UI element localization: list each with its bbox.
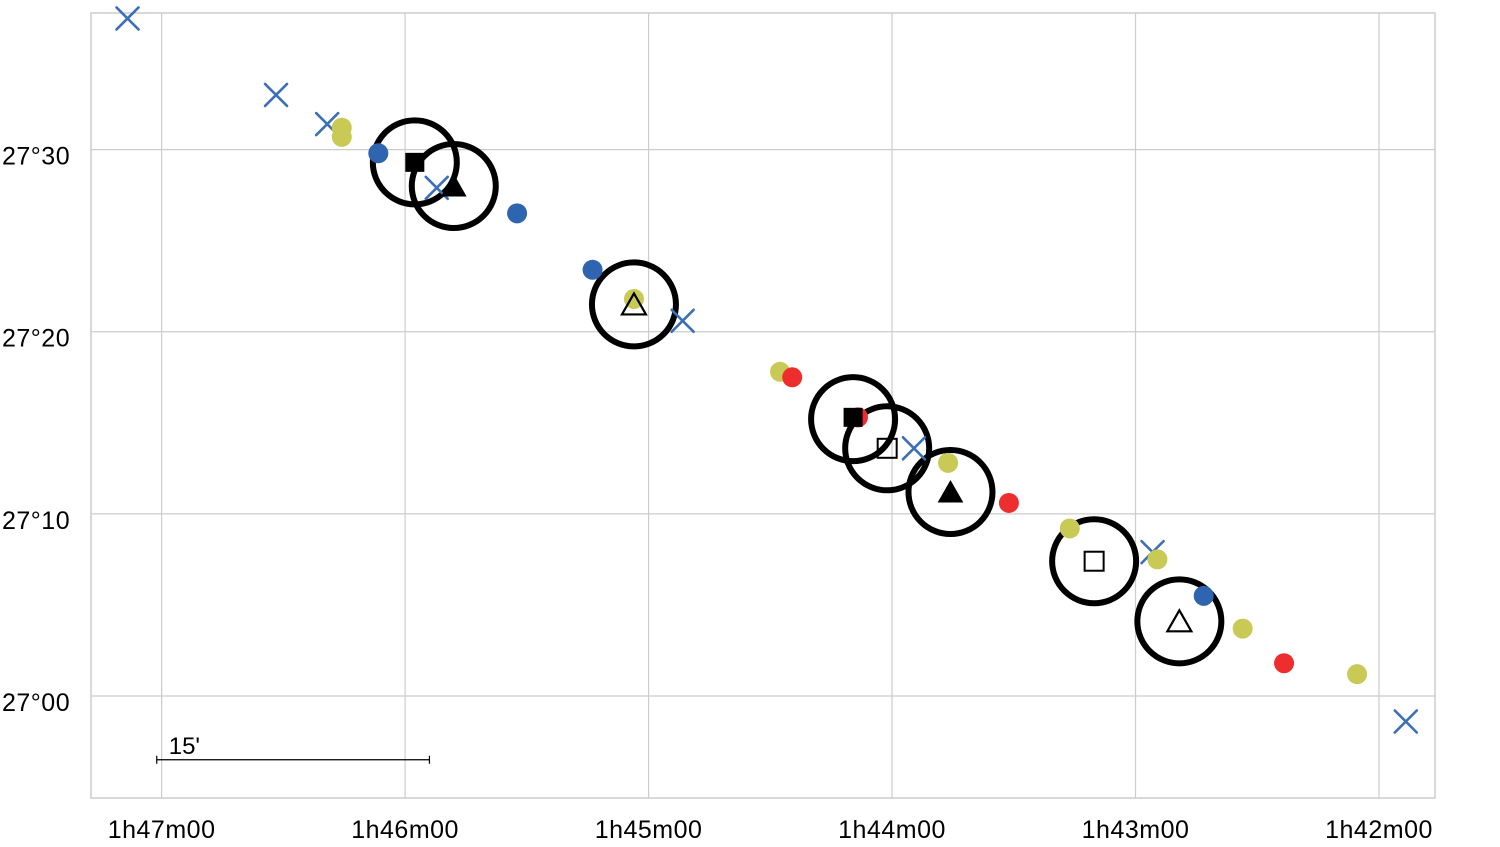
data-point-cross bbox=[670, 308, 695, 334]
data-point-dot bbox=[368, 143, 389, 164]
x-tick-label: 1h46m00 bbox=[351, 816, 459, 844]
data-point-cross bbox=[263, 82, 289, 108]
data-point-square-filled bbox=[843, 407, 863, 427]
x-tick-label: 1h45m00 bbox=[595, 816, 703, 844]
data-point-cross bbox=[901, 436, 927, 461]
data-point-dot bbox=[998, 492, 1019, 513]
data-point-square-open bbox=[876, 437, 898, 459]
plot-frame bbox=[90, 12, 1436, 799]
data-point-square-open bbox=[1083, 550, 1105, 572]
x-tick-label: 1h47m00 bbox=[108, 816, 216, 844]
data-point-cross bbox=[1393, 709, 1419, 734]
data-point-ring bbox=[842, 403, 933, 494]
scale-bar-label: 15' bbox=[169, 733, 200, 760]
y-tick-label: 27°10 bbox=[2, 507, 70, 535]
grid-lines bbox=[91, 13, 1435, 798]
data-point-triangle-filled bbox=[440, 174, 467, 197]
data-point-ring bbox=[905, 447, 996, 538]
scale-bar: 15' bbox=[156, 733, 431, 764]
data-point-ring bbox=[408, 141, 499, 232]
data-point-square-filled bbox=[405, 152, 425, 172]
data-point-dot bbox=[507, 203, 528, 224]
data-point-dot bbox=[1347, 664, 1368, 685]
y-tick-labels: 27°30 27°20 27°10 27°00 bbox=[2, 143, 70, 717]
data-point-ring bbox=[1049, 516, 1140, 607]
data-markers bbox=[115, 6, 1419, 734]
data-point-cross bbox=[115, 6, 140, 31]
data-point-ring bbox=[1134, 576, 1225, 667]
data-point-dot bbox=[1274, 653, 1295, 674]
data-point-dot bbox=[1232, 618, 1253, 639]
data-point-triangle-filled bbox=[937, 480, 964, 503]
data-point-dot bbox=[582, 259, 603, 280]
data-point-ring bbox=[808, 374, 899, 465]
data-point-triangle-open bbox=[1165, 608, 1194, 633]
data-point-triangle-open bbox=[620, 291, 648, 316]
x-tick-labels: 1h47m00 1h46m00 1h45m00 1h44m00 1h43m00 1h42m… bbox=[108, 816, 1433, 844]
y-tick-label: 27°20 bbox=[2, 325, 70, 353]
data-point-dot bbox=[782, 367, 803, 388]
data-point-dot bbox=[331, 126, 352, 147]
data-point-ring bbox=[588, 259, 679, 350]
x-tick-label: 1h44m00 bbox=[838, 816, 946, 844]
y-tick-label: 27°30 bbox=[2, 143, 70, 171]
data-point-dot bbox=[1059, 518, 1080, 539]
data-point-dot bbox=[1147, 549, 1168, 570]
x-tick-label: 1h42m00 bbox=[1325, 816, 1433, 844]
x-tick-label: 1h43m00 bbox=[1082, 816, 1190, 844]
data-point-dot bbox=[938, 452, 959, 473]
data-point-dot bbox=[1193, 585, 1214, 606]
y-tick-label: 27°00 bbox=[2, 689, 70, 717]
